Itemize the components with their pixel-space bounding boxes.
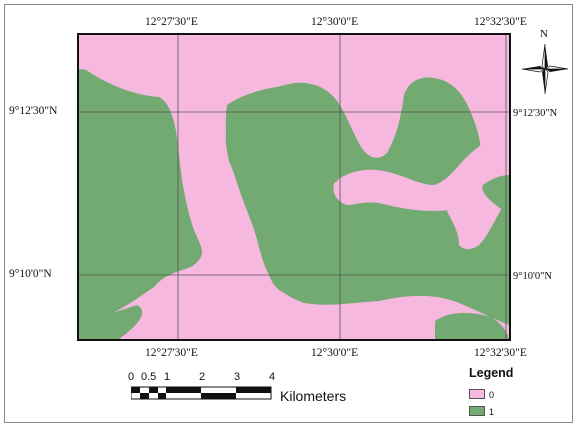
legend-swatch-class-1 — [469, 406, 485, 416]
left-lat-label: 9°10'0"N — [9, 268, 52, 280]
scale-bar-graphic — [131, 386, 272, 400]
class-0-region-left-top — [79, 35, 229, 80]
scale-tick-label: 1 — [164, 371, 171, 383]
class-1-island-bottom-left — [79, 305, 143, 339]
class-1-island-left — [79, 97, 182, 311]
legend-title: Legend — [469, 366, 514, 380]
right-lat-label: 9°10'0"N — [513, 271, 552, 282]
bottom-lon-label: 12°27'30"E — [145, 347, 198, 359]
bottom-lon-label: 12°32'30"E — [474, 347, 527, 359]
class-0-region-main — [79, 35, 509, 339]
left-lat-label: 9°12'30"N — [9, 105, 58, 117]
legend-label: 1 — [489, 407, 495, 417]
legend-swatch-class-0 — [469, 389, 485, 399]
bottom-lon-label: 12°30'0"E — [311, 347, 359, 359]
top-lon-label: 12°30'0"E — [311, 16, 359, 28]
class-1-island-right-mid — [405, 120, 450, 170]
scale-tick-label: 2 — [199, 371, 206, 383]
compass-rose-icon — [521, 43, 569, 95]
class-1-island-far-right — [482, 175, 509, 213]
scale-tick-label: 3 — [234, 371, 241, 383]
class-1-island-bottom-right — [435, 312, 509, 339]
scale-unit-label: Kilometers — [280, 388, 347, 404]
scale-tick-label: 0 — [128, 371, 135, 383]
north-arrow: N — [520, 28, 570, 98]
north-label: N — [540, 28, 548, 40]
map-canvas[interactable] — [77, 33, 511, 341]
classification-raster — [79, 35, 509, 339]
legend-label: 0 — [489, 390, 495, 400]
top-lon-label: 12°32'30"E — [474, 16, 527, 28]
class-0-region-right-arm — [333, 137, 509, 211]
right-lat-label: 9°12'30"N — [513, 108, 558, 119]
graticule — [79, 35, 509, 339]
class-1-island-center — [225, 85, 348, 294]
class-0-region-upper-right — [379, 35, 509, 95]
scale-tick-label: 4 — [269, 371, 276, 383]
scale-tick-label: 0.5 — [141, 371, 157, 383]
top-lon-label: 12°27'30"E — [145, 16, 198, 28]
